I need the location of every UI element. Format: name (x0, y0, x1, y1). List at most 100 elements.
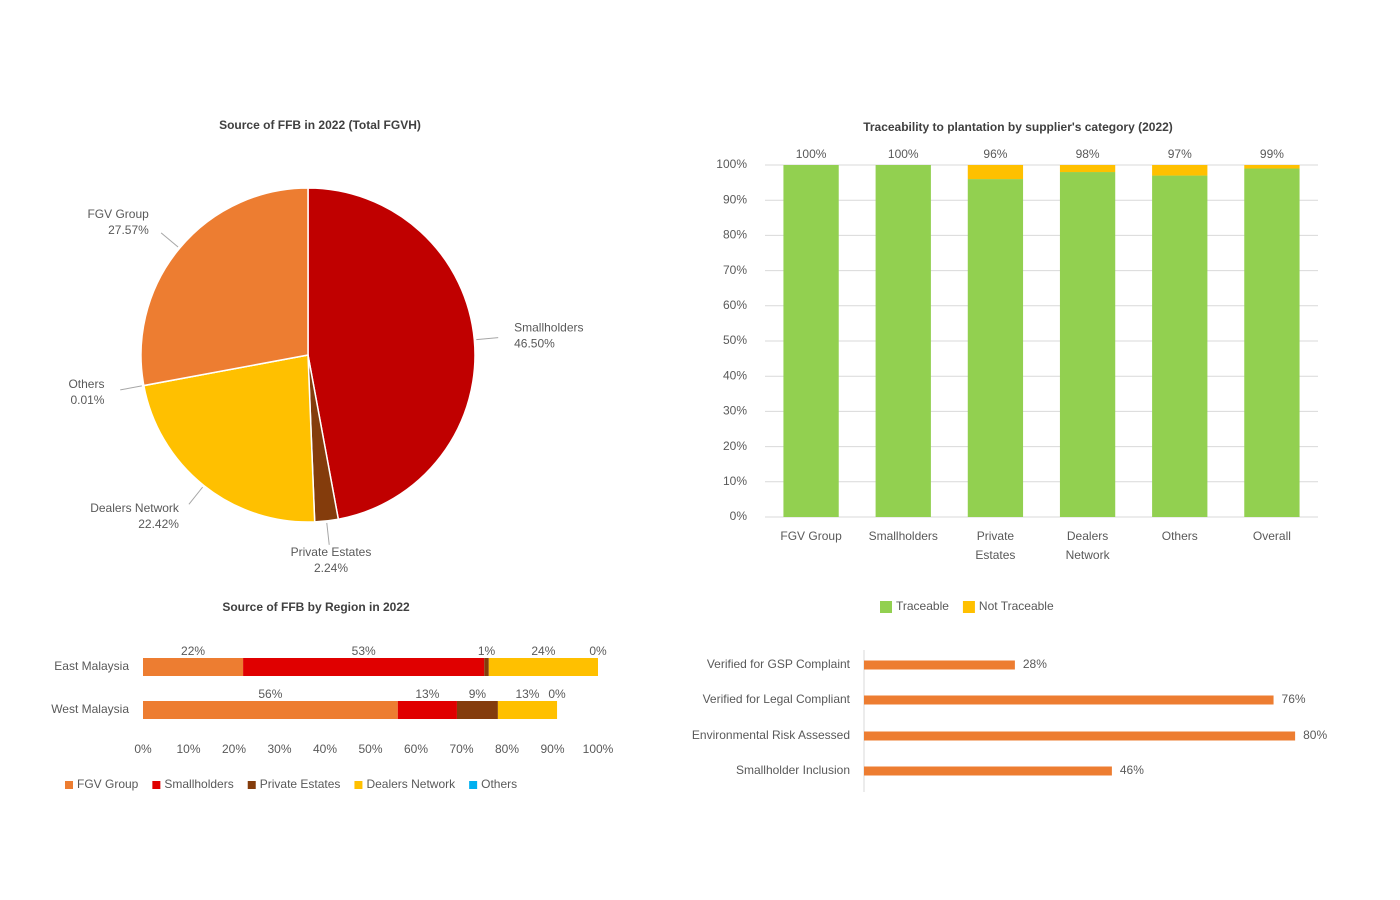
y-tick-label: 100% (716, 157, 747, 171)
x-tick-label: 70% (449, 742, 473, 756)
value-label: 96% (983, 147, 1007, 161)
slice-value: 27.57% (108, 223, 149, 237)
y-tick-label: 60% (723, 298, 747, 312)
x-tick-label: 0% (134, 742, 152, 756)
slice-value: 46.50% (514, 336, 555, 350)
bar-segment (488, 658, 598, 676)
pie-slice (307, 187, 476, 521)
bar-segment (143, 658, 244, 676)
x-tick-label: Smallholders (869, 529, 938, 543)
value-label: 13% (515, 687, 539, 701)
x-tick-label: 10% (176, 742, 200, 756)
x-tick-label: 60% (404, 742, 428, 756)
pie-title: Source of FFB in 2022 (Total FGVH) (219, 118, 421, 132)
x-tick-label: 100% (583, 742, 614, 756)
value-label: 56% (258, 687, 282, 701)
legend-swatch (152, 781, 161, 789)
x-tick-label: 90% (540, 742, 564, 756)
y-tick-label: 80% (723, 228, 747, 242)
value-label: 100% (796, 147, 827, 161)
bar-segment (967, 179, 1024, 517)
bar-segment (397, 701, 457, 719)
legend-swatch (354, 781, 363, 789)
legend-label: Dealers Network (366, 777, 456, 791)
pie-slice (142, 354, 316, 523)
leader-line (188, 486, 204, 505)
bar-segment (484, 658, 489, 676)
legend-swatch (880, 601, 892, 613)
y-tick-label: 10% (723, 474, 747, 488)
value-label: 0% (589, 644, 607, 658)
leader-line (476, 337, 499, 341)
y-tick-label: 40% (723, 368, 747, 382)
bar-segment (243, 658, 485, 676)
x-tick-label: Private Estates (975, 529, 1015, 562)
bar-segment (143, 701, 398, 719)
value-label: 100% (888, 147, 919, 161)
stack-title: Traceability to plantation by supplier's… (863, 120, 1173, 134)
legend-label: Smallholders (164, 777, 233, 791)
bar (864, 731, 1296, 741)
slice-value: 2.24% (314, 561, 348, 575)
x-tick-label: 50% (358, 742, 382, 756)
y-tick-label: 30% (723, 404, 747, 418)
bar (864, 695, 1274, 705)
legend-swatch (469, 781, 478, 789)
bar (864, 660, 1015, 670)
value-label: 9% (469, 687, 487, 701)
y-tick-label: Environmental Risk Assessed (692, 728, 850, 742)
y-tick-label: 0% (730, 509, 748, 523)
legend-swatch (65, 781, 73, 789)
value-label: 22% (181, 644, 205, 658)
bar-segment (1152, 175, 1208, 517)
value-label: 53% (352, 644, 376, 658)
x-tick-label: Overall (1253, 529, 1291, 543)
legend-label: FGV Group (77, 777, 139, 791)
x-tick-label: 30% (267, 742, 291, 756)
bar-segment (1244, 165, 1300, 169)
x-tick-label: 20% (222, 742, 246, 756)
slice-label: Private Estates (291, 545, 372, 559)
bar (864, 766, 1112, 776)
x-tick-label: 40% (313, 742, 337, 756)
legend-label: Traceable (896, 599, 949, 613)
y-tick-label: Verified for Legal Compliant (703, 692, 851, 706)
bar-segment (1059, 165, 1116, 173)
value-label: 97% (1168, 147, 1192, 161)
pie-slice (140, 187, 309, 387)
x-tick-label: Others (1162, 529, 1198, 543)
region-title: Source of FFB by Region in 2022 (222, 600, 410, 614)
y-tick-label: Verified for GSP Complaint (707, 657, 851, 671)
x-tick-label: 80% (495, 742, 519, 756)
x-tick-label: Dealers Network (1066, 529, 1111, 562)
leader-line (326, 522, 330, 545)
slice-label: Dealers Network (90, 501, 180, 515)
legend-label: Others (481, 777, 517, 791)
y-tick-label: East Malaysia (54, 659, 129, 673)
leader-line (120, 385, 142, 391)
legend-label: Private Estates (260, 777, 341, 791)
bar-segment (497, 701, 558, 719)
value-label: 24% (531, 644, 555, 658)
bar-segment (1059, 172, 1116, 518)
bar-segment (1244, 168, 1300, 517)
slice-label: FGV Group (87, 207, 149, 221)
value-label: 1% (478, 644, 496, 658)
slice-value: 0.01% (70, 393, 104, 407)
legend-swatch (962, 601, 975, 613)
legend-swatch (247, 781, 256, 789)
y-tick-label: 20% (723, 439, 747, 453)
value-label: 46% (1120, 763, 1144, 777)
value-label: 99% (1260, 147, 1284, 161)
value-label: 0% (548, 687, 566, 701)
y-tick-label: West Malaysia (51, 702, 129, 716)
slice-value: 22.42% (138, 517, 179, 531)
bar-segment (1152, 165, 1208, 176)
bar-segment (783, 165, 839, 517)
y-tick-label: 50% (723, 333, 747, 347)
value-label: 80% (1303, 728, 1327, 742)
y-tick-label: Smallholder Inclusion (736, 763, 850, 777)
legend-label: Not Traceable (979, 599, 1054, 613)
value-label: 13% (415, 687, 439, 701)
